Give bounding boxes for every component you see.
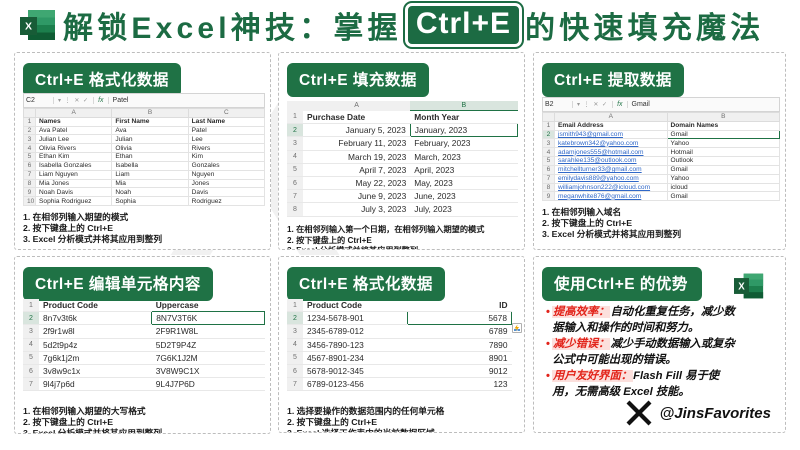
svg-text:X: X [738,282,745,293]
svg-text:X: X [25,21,32,33]
